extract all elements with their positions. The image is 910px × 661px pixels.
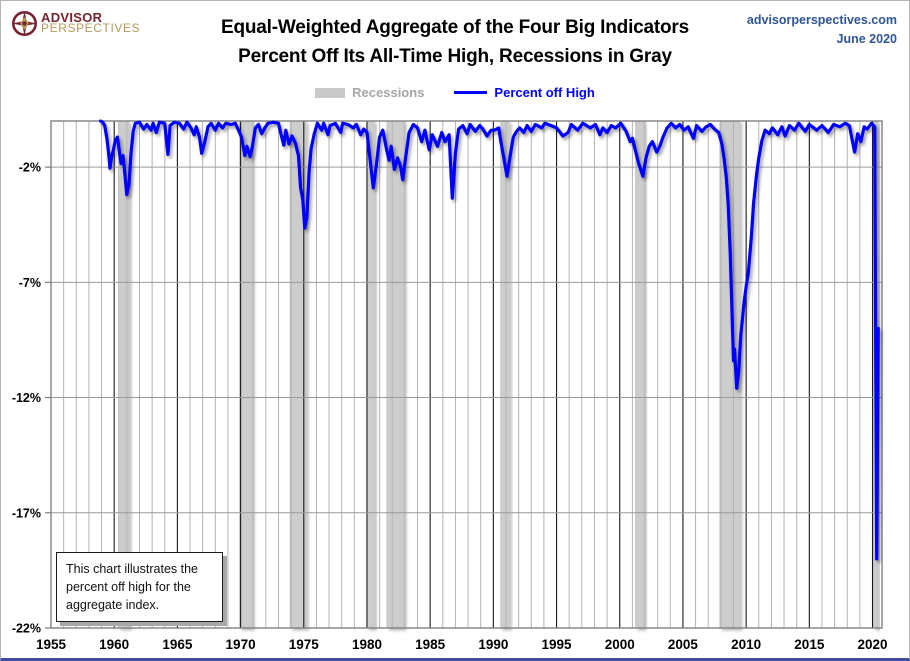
svg-text:1995: 1995 [542,637,573,652]
y-axis-labels: -2% -7% -12% -17% -22% [12,161,41,636]
svg-text:-22%: -22% [12,622,41,636]
legend-item-percent-off-high: Percent off High [454,85,595,100]
compass-icon [12,11,37,36]
header-right: advisorperspectives.com June 2020 [747,11,897,49]
legend-label-recessions: Recessions [352,85,425,100]
x-axis-labels: 1955 1960 1965 1970 1975 1980 1985 1990 1995 2000… [36,637,888,652]
svg-text:-12%: -12% [12,391,41,405]
svg-text:2005: 2005 [668,637,699,652]
svg-text:-2%: -2% [19,161,41,175]
svg-text:1990: 1990 [478,637,508,652]
chart-title-line1: Equal-Weighted Aggregate of the Four Big… [221,17,689,38]
recession-bands [117,120,879,629]
legend-item-recessions: Recessions [315,85,424,100]
svg-text:-7%: -7% [19,276,41,290]
annotation-box: This chart illustrates the percent off h… [56,552,223,622]
svg-text:2020: 2020 [857,637,887,652]
recession-band-swatch [315,87,346,98]
advisor-perspectives-logo: ADVISOR PERSPECTIVES [11,10,140,37]
logo-text-perspectives: PERSPECTIVES [41,21,141,35]
logo-text-advisor: ADVISOR [41,10,103,25]
report-date: June 2020 [836,32,897,46]
chart-header: ADVISOR PERSPECTIVES Equal-Weighted Aggr… [1,1,909,81]
svg-text:2010: 2010 [731,637,761,652]
year-gridlines [63,121,874,628]
chart-title-line2: Percent Off Its All-Time High, Recession… [238,46,672,67]
legend: Recessions Percent off High [1,85,909,100]
percent-off-high-line [98,119,880,561]
chart-title: Equal-Weighted Aggregate of the Four Big… [131,13,779,71]
line-series-swatch [454,91,488,94]
plot-border [50,120,883,629]
svg-text:1975: 1975 [289,637,320,652]
svg-text:2015: 2015 [794,637,825,652]
svg-text:1965: 1965 [162,637,193,652]
svg-text:1970: 1970 [226,637,256,652]
svg-text:-17%: -17% [12,506,41,520]
legend-label-percent-off-high: Percent off High [494,85,595,100]
y-tick-marks [45,166,51,629]
svg-text:2000: 2000 [605,637,635,652]
svg-text:1985: 1985 [415,637,446,652]
svg-text:1980: 1980 [352,637,382,652]
annotation-text: This chart illustrates the percent off h… [66,562,198,612]
svg-text:1955: 1955 [36,637,67,652]
site-url: advisorperspectives.com [746,13,897,27]
svg-text:1960: 1960 [99,637,129,652]
pct-gridlines [51,166,882,514]
